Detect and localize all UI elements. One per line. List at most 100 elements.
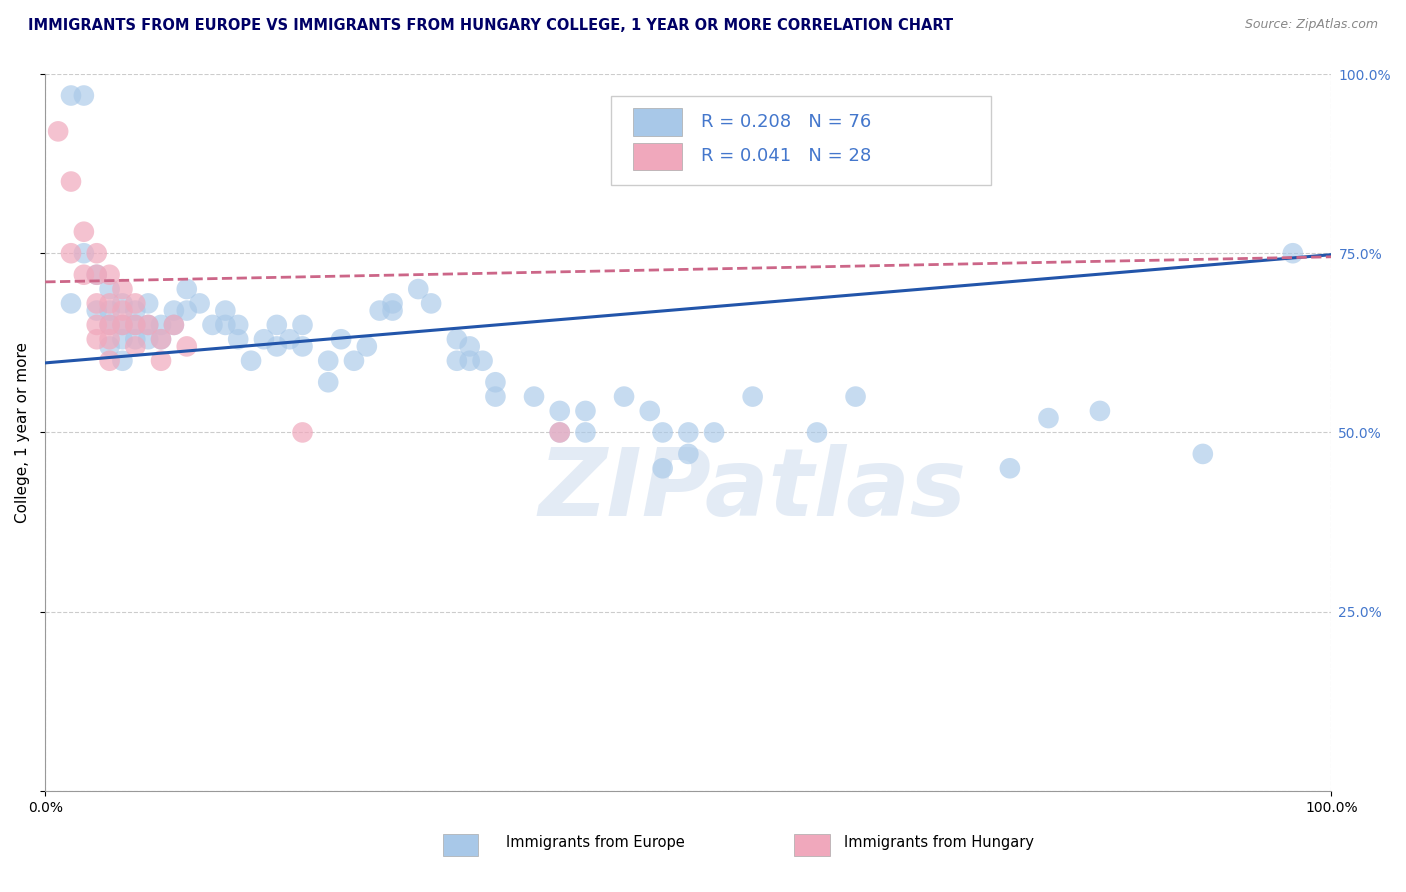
Point xyxy=(651,461,673,475)
Point xyxy=(98,353,121,368)
Point xyxy=(446,353,468,368)
Point xyxy=(136,318,159,332)
Point xyxy=(484,376,506,390)
Point xyxy=(845,390,868,404)
Text: ZIPatlas: ZIPatlas xyxy=(538,444,967,536)
Point xyxy=(98,303,121,318)
Point xyxy=(1282,246,1305,260)
Text: Immigrants from Europe: Immigrants from Europe xyxy=(506,836,685,850)
Point xyxy=(124,296,146,310)
Point xyxy=(86,332,108,346)
Point xyxy=(253,332,276,346)
Point xyxy=(111,282,134,296)
Point xyxy=(291,318,314,332)
Point xyxy=(1088,404,1111,418)
Point xyxy=(741,390,763,404)
Point xyxy=(98,339,121,353)
Point xyxy=(291,425,314,440)
Point xyxy=(59,246,82,260)
Point xyxy=(111,303,134,318)
Point xyxy=(458,339,481,353)
Point xyxy=(124,318,146,332)
Point xyxy=(124,332,146,346)
Point xyxy=(651,425,673,440)
Text: Immigrants from Hungary: Immigrants from Hungary xyxy=(844,836,1033,850)
Text: IMMIGRANTS FROM EUROPE VS IMMIGRANTS FROM HUNGARY COLLEGE, 1 YEAR OR MORE CORREL: IMMIGRANTS FROM EUROPE VS IMMIGRANTS FRO… xyxy=(28,18,953,33)
Point xyxy=(111,353,134,368)
Point xyxy=(59,88,82,103)
Point xyxy=(201,318,224,332)
Point xyxy=(214,303,236,318)
Point xyxy=(111,332,134,346)
Point xyxy=(98,268,121,282)
Point xyxy=(548,404,571,418)
Point xyxy=(806,425,828,440)
Point xyxy=(266,339,288,353)
Point xyxy=(150,353,173,368)
Point xyxy=(163,318,186,332)
Point xyxy=(678,447,700,461)
FancyBboxPatch shape xyxy=(633,143,682,170)
Point xyxy=(381,303,404,318)
Point xyxy=(73,225,96,239)
Point xyxy=(124,318,146,332)
FancyBboxPatch shape xyxy=(633,109,682,136)
Point xyxy=(420,296,443,310)
Point xyxy=(343,353,366,368)
Point xyxy=(73,88,96,103)
Text: R = 0.041   N = 28: R = 0.041 N = 28 xyxy=(702,147,872,165)
FancyBboxPatch shape xyxy=(612,95,991,186)
Point xyxy=(368,303,391,318)
Point xyxy=(86,268,108,282)
Point xyxy=(86,246,108,260)
Point xyxy=(136,332,159,346)
Point xyxy=(176,282,198,296)
Point xyxy=(574,404,596,418)
Point xyxy=(59,296,82,310)
Point xyxy=(214,318,236,332)
Point xyxy=(548,425,571,440)
Point xyxy=(124,339,146,353)
Point xyxy=(291,339,314,353)
Point xyxy=(86,268,108,282)
Point xyxy=(98,332,121,346)
Point xyxy=(458,353,481,368)
Point xyxy=(86,296,108,310)
Point xyxy=(484,390,506,404)
Point xyxy=(678,425,700,440)
Point xyxy=(548,425,571,440)
Text: Source: ZipAtlas.com: Source: ZipAtlas.com xyxy=(1244,18,1378,31)
Point xyxy=(278,332,301,346)
Point xyxy=(1038,411,1060,425)
Point xyxy=(111,318,134,332)
Y-axis label: College, 1 year or more: College, 1 year or more xyxy=(15,342,30,523)
Point xyxy=(406,282,429,296)
Point xyxy=(188,296,211,310)
Point xyxy=(98,282,121,296)
Point xyxy=(638,404,661,418)
Point xyxy=(46,124,69,138)
Point xyxy=(998,461,1021,475)
Point xyxy=(111,296,134,310)
Point xyxy=(471,353,494,368)
Point xyxy=(613,390,636,404)
Point xyxy=(136,318,159,332)
Point xyxy=(523,390,546,404)
Point xyxy=(316,353,339,368)
Point xyxy=(266,318,288,332)
Point xyxy=(1191,447,1213,461)
Point xyxy=(330,332,353,346)
Point xyxy=(356,339,378,353)
Text: R = 0.208   N = 76: R = 0.208 N = 76 xyxy=(702,113,872,131)
Point xyxy=(124,303,146,318)
Point xyxy=(150,318,173,332)
Point xyxy=(226,318,249,332)
Point xyxy=(446,332,468,346)
Point xyxy=(111,318,134,332)
Point xyxy=(98,296,121,310)
Point xyxy=(86,303,108,318)
Point xyxy=(98,318,121,332)
Point xyxy=(98,318,121,332)
Point xyxy=(574,425,596,440)
Point xyxy=(226,332,249,346)
